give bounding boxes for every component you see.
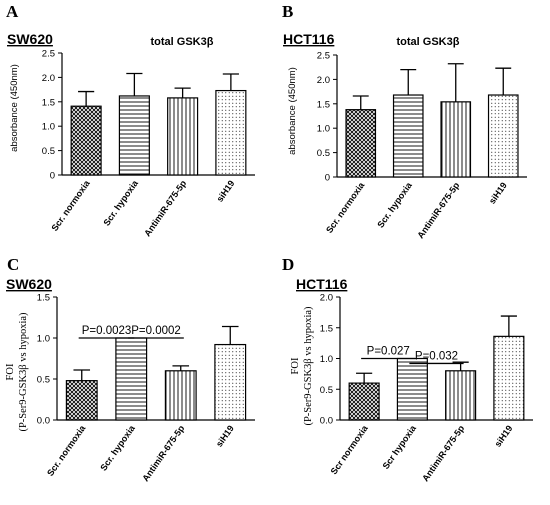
chart-area: 0.0 0.5 1.0 1.5 Scr. normoxia Scr. hypoxia Ant… [37, 293, 255, 483]
bar [440, 101, 472, 178]
p-value-label: P=0.0023 [82, 325, 132, 337]
x-tick-label: AntimiR-675-5p [140, 423, 186, 483]
x-tick-label: siH19 [493, 423, 515, 448]
chart-area: 0 0.5 1.0 1.5 2.0 2.5 Scr. normoxia Scr. hypoxi… [317, 51, 527, 240]
x-tick-label: AntimiR-675-5p [415, 180, 461, 240]
bar [70, 105, 102, 176]
x-tick-label: Scr. normoxia [45, 423, 88, 478]
y-tick-label: 0 [325, 173, 330, 184]
y-tick-label: 2.5 [317, 51, 330, 62]
y-tick-label: 2.0 [320, 293, 333, 304]
x-tick-label: Scr hypoxia [381, 423, 419, 471]
chart-title: total GSK3β [397, 36, 460, 48]
y-tick-label: 1.5 [317, 99, 330, 110]
y-tick-label: 0.0 [37, 416, 50, 427]
p-value-label: P=0.027 [367, 346, 410, 358]
y-tick-label: 0.5 [320, 385, 333, 396]
cell-line-label: SW620 [7, 31, 53, 47]
bar [215, 89, 247, 176]
panel-b: B HCT116 total GSK3β absorbance (450nm) … [282, 2, 527, 240]
panel-label: C [7, 255, 19, 274]
panel-label: A [6, 2, 19, 21]
y-axis-label: FOI [5, 363, 16, 380]
x-tick-label: Scr. hypoxia [375, 180, 414, 230]
panel-a: A SW620 total GSK3β absorbance (450nm) 0… [6, 2, 255, 238]
bar [65, 380, 98, 421]
panel-d: D HCT116 FOI (P-Ser9-GSK3β vs hypoxia) 0… [282, 255, 533, 483]
x-tick-label: AntimiR-675-5p [142, 178, 188, 238]
x-tick-label: AntimiR-675-5p [420, 423, 466, 483]
y-axis-label: absorbance (450nm) [287, 67, 298, 155]
panel-label: D [282, 255, 294, 274]
y-tick-label: 1.5 [320, 323, 333, 334]
chart-title: total GSK3β [151, 36, 214, 48]
bar [396, 357, 428, 421]
y-tick-label: 1.0 [320, 354, 333, 365]
x-tick-label: Scr. normoxia [49, 178, 92, 233]
cell-line-label: HCT116 [296, 276, 348, 292]
panel-c: C SW620 FOI (P-Ser9-GSK3β vs hypoxia) 0.… [5, 255, 255, 483]
x-tick-label: Scr. normoxia [324, 180, 367, 235]
y-tick-label: 0 [50, 171, 55, 182]
x-tick-label: siH19 [214, 423, 236, 448]
chart-area: 0 0.5 1.0 1.5 2.0 2.5 Scr. normoxia Scr. hypoxi… [42, 49, 255, 238]
y-axis-label: absorbance (450nm) [9, 64, 20, 152]
y-tick-label: 0.5 [42, 146, 55, 157]
bar [348, 382, 380, 421]
x-tick-label: Scr normoxia [329, 423, 371, 477]
y-tick-label: 0.5 [37, 375, 50, 386]
bar [493, 335, 525, 421]
bar [392, 94, 424, 178]
bar [164, 370, 197, 421]
bar [115, 337, 148, 421]
bar [445, 370, 477, 421]
y-tick-label: 2.0 [42, 73, 55, 84]
cell-line-label: HCT116 [283, 31, 335, 47]
y-tick-label: 1.5 [37, 293, 50, 304]
p-value-label: P=0.032 [415, 350, 458, 362]
x-tick-label: Scr. hypoxia [101, 178, 140, 228]
bar [345, 109, 377, 178]
y-axis-label-line-2: (P-Ser9-GSK3β vs hypoxia) [303, 306, 314, 426]
y-tick-label: 0.5 [317, 148, 330, 159]
bar [214, 343, 247, 421]
y-tick-label: 1.5 [42, 97, 55, 108]
p-value-label: P=0.0002 [131, 325, 181, 337]
y-tick-label: 2.5 [42, 49, 55, 60]
cell-line-label: SW620 [6, 276, 52, 292]
bar [167, 97, 199, 176]
panel-label: B [282, 2, 293, 21]
x-tick-label: siH19 [215, 178, 237, 203]
bar [118, 95, 150, 176]
y-tick-label: 1.0 [37, 334, 50, 345]
y-axis-label: FOI [290, 357, 301, 374]
chart-area: 0.0 0.5 1.0 1.5 2.0 Scr normoxia Scr hypoxia An… [320, 293, 533, 483]
x-tick-label: Scr. hypoxia [98, 423, 137, 473]
y-tick-label: 1.0 [317, 124, 330, 135]
y-tick-label: 2.0 [317, 75, 330, 86]
bar [487, 94, 519, 178]
y-tick-label: 1.0 [42, 122, 55, 133]
y-tick-label: 0.0 [320, 416, 333, 427]
y-axis-label-line-2: (P-Ser9-GSK3β vs hypoxia) [18, 312, 29, 432]
x-tick-label: siH19 [487, 180, 509, 205]
